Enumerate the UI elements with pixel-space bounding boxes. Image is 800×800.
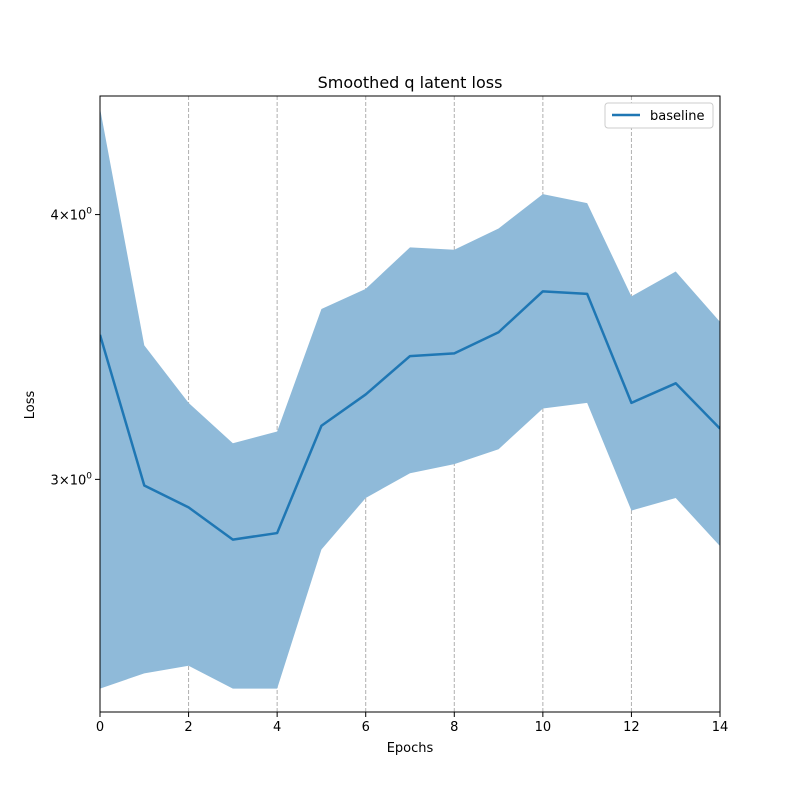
x-tick-label: 2 <box>184 720 192 735</box>
y-axis-label: Loss <box>23 391 38 420</box>
plot-area: 0 2 4 6 8 10 12 14 3×100 4×100 baseline <box>51 95 729 735</box>
y-tick-label: 3×100 <box>51 471 93 488</box>
series-band <box>100 108 720 689</box>
legend: baseline <box>604 102 714 129</box>
x-tick-label: 8 <box>450 720 458 735</box>
x-tick-label: 12 <box>623 720 640 735</box>
chart-title: Smoothed q latent loss <box>318 73 503 92</box>
series-line <box>100 290 720 541</box>
x-tick-label: 10 <box>535 720 552 735</box>
x-tick-label: 0 <box>96 720 104 735</box>
axes-frame <box>99 95 721 713</box>
legend-label: baseline <box>650 109 704 124</box>
x-axis-label: Epochs <box>387 741 434 756</box>
y-tick-label: 4×100 <box>51 207 93 224</box>
plot-interior <box>100 96 720 712</box>
x-tick-label: 14 <box>712 720 729 735</box>
x-tick-label: 6 <box>362 720 370 735</box>
x-tick-label: 4 <box>273 720 281 735</box>
legend-box <box>604 102 714 129</box>
